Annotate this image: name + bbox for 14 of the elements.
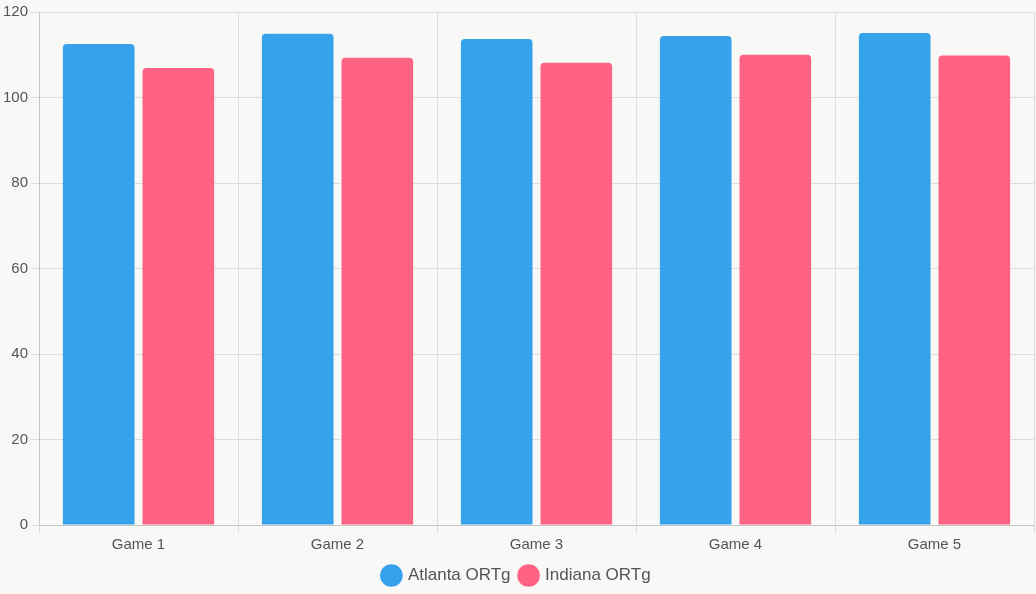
y-tick-label: 20 <box>11 429 29 447</box>
y-tick-label: 40 <box>11 344 29 362</box>
x-tick-label: Game 4 <box>708 535 763 553</box>
x-tick-label: Game 5 <box>907 535 962 553</box>
y-tick-label: 60 <box>11 258 29 276</box>
y-tick-label: 100 <box>3 87 29 105</box>
x-tick-label: Game 3 <box>509 535 564 553</box>
x-tick-label: Game 2 <box>310 535 365 553</box>
legend-label: Indiana ORTg <box>545 565 651 585</box>
y-tick-label: 120 <box>3 2 29 20</box>
legend-label: Atlanta ORTg <box>407 565 511 585</box>
x-tick-label: Game 1 <box>111 535 166 553</box>
y-tick-label: 0 <box>19 515 29 533</box>
y-tick-label: 80 <box>11 173 29 191</box>
